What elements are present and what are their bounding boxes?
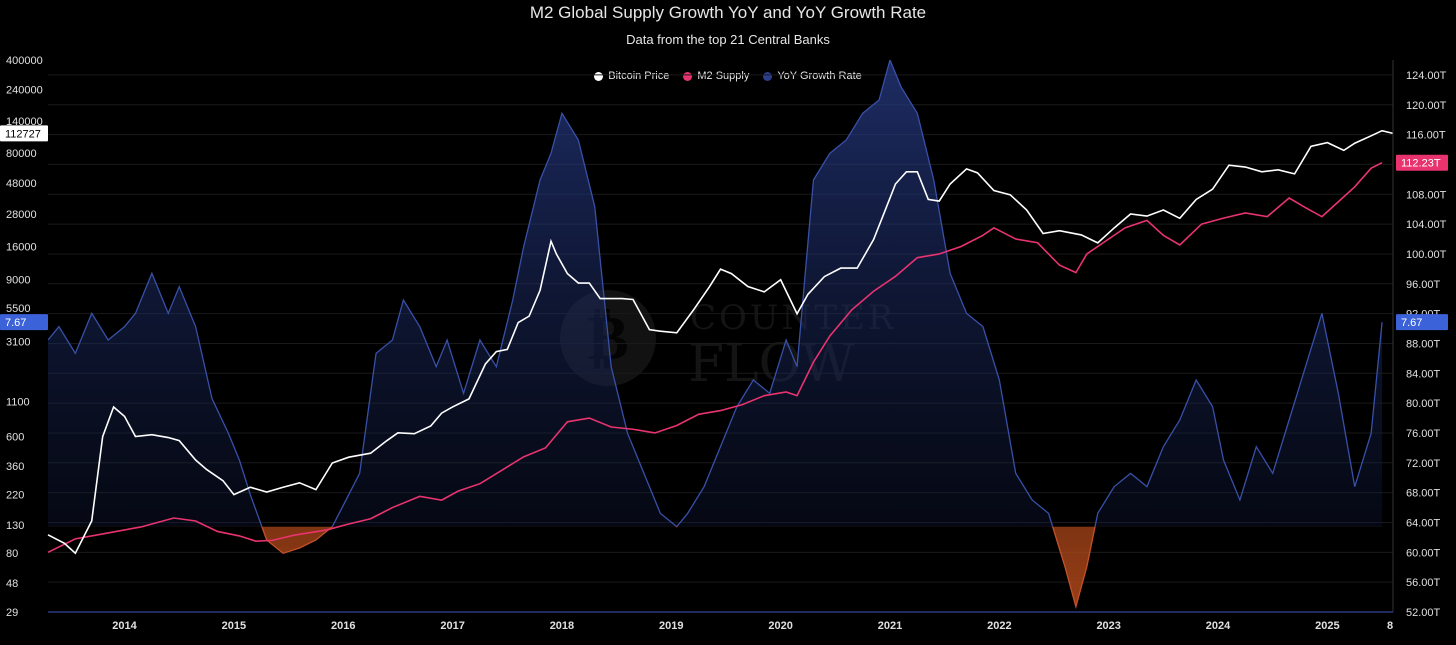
m2-supply-line[interactable] <box>47 162 1383 554</box>
y-left-tick-label: 360 <box>6 461 24 473</box>
x-tick-label: 2019 <box>659 620 683 632</box>
y-right-tick-label: 64.00T <box>1406 517 1441 529</box>
y-left-bitcoin-label-bg <box>0 125 48 142</box>
y-left-yoy-label-text: 7.67 <box>5 317 26 329</box>
legend-label-bitcoin: Bitcoin Price <box>608 70 670 82</box>
y-left-tick-label: 140000 <box>6 116 43 128</box>
y-left-tick-label: 28000 <box>6 209 37 221</box>
m2-series <box>47 162 1383 554</box>
x-tick-label: 2015 <box>222 620 246 632</box>
grid-lines <box>48 74 1393 613</box>
axes: 124.00T120.00T116.00T112.00T108.00T104.0… <box>0 55 1448 632</box>
y-left-tick-label: 5500 <box>6 303 30 315</box>
y-left-tick-label: 16000 <box>6 241 37 253</box>
y-left-tick-label: 3100 <box>6 336 30 348</box>
y-left-tick-label: 240000 <box>6 85 43 97</box>
x-tick-label: 2020 <box>768 620 792 632</box>
y-right-yoy-label-text: 7.67 <box>1401 317 1422 329</box>
y-right-tick-label: 68.00T <box>1406 488 1441 500</box>
y-left-tick-label: 80000 <box>6 148 37 160</box>
y-right-tick-label: 116.00T <box>1406 130 1446 142</box>
bitcoin-series <box>47 129 1394 555</box>
yoy-line-positive[interactable] <box>48 60 1383 607</box>
legend-label-yoy: YoY Growth Rate <box>777 70 862 82</box>
y-right-tick-label: 76.00T <box>1406 428 1441 440</box>
chart-title: M2 Global Supply Growth YoY and YoY Grow… <box>529 3 927 22</box>
y-right-tick-label: 104.00T <box>1406 219 1447 231</box>
y-left-tick-label: 600 <box>6 432 24 444</box>
y-left-bitcoin-label-text: 112727 <box>5 128 41 140</box>
y-right-yoy-label-bg <box>1396 314 1448 331</box>
x-tick-label: 2016 <box>331 620 355 632</box>
y-left-tick-label: 220 <box>6 490 24 502</box>
y-right-tick-label: 56.00T <box>1406 577 1441 589</box>
y-left-tick-label: 400000 <box>6 55 43 67</box>
legend-item-m2[interactable]: M2 Supply <box>683 70 749 82</box>
x-tick-label: 2025 <box>1315 620 1339 632</box>
x-tick-label: 2023 <box>1096 620 1120 632</box>
y-right-tick-label: 72.00T <box>1406 458 1441 470</box>
legend-label-m2: M2 Supply <box>697 70 750 82</box>
y-left-tick-label: 80 <box>6 548 18 560</box>
chart-legend: Bitcoin Price M2 Supply YoY Growth Rate <box>0 70 1456 82</box>
y-left-yoy-label-bg <box>0 314 48 331</box>
y-right-tick-label: 80.00T <box>1406 398 1441 410</box>
y-right-tick-label: 52.00T <box>1406 607 1441 619</box>
legend-item-yoy[interactable]: YoY Growth Rate <box>763 70 862 82</box>
y-right-tick-label: 100.00T <box>1406 249 1447 261</box>
y-left-tick-label: 48000 <box>6 178 37 190</box>
y-right-tick-label: 84.00T <box>1406 368 1441 380</box>
y-right-m2-label-bg <box>1396 154 1448 171</box>
y-left-tick-label: 29 <box>6 607 18 619</box>
x-tick-label: 2014 <box>112 620 137 632</box>
legend-marker-bitcoin <box>594 71 604 81</box>
yoy-series <box>48 60 1383 610</box>
x-tick-label: 2021 <box>878 620 902 632</box>
chart-subtitle: Data from the top 21 Central Banks <box>626 32 830 47</box>
bitcoin-price-line[interactable] <box>47 129 1394 555</box>
x-tick-label: 2024 <box>1206 620 1231 632</box>
y-left-tick-label: 48 <box>6 578 18 590</box>
y-right-tick-label: 124.00T <box>1406 70 1447 82</box>
y-right-tick-label: 120.00T <box>1406 100 1447 112</box>
legend-marker-m2 <box>683 71 693 81</box>
y-right-tick-label: 88.00T <box>1406 338 1441 350</box>
y-left-tick-label: 9000 <box>6 275 30 287</box>
yoy-area-positive <box>48 60 1383 527</box>
x-tick-label: 8 <box>1387 620 1393 632</box>
legend-marker-yoy <box>763 71 773 81</box>
y-left-tick-label: 1100 <box>6 396 30 408</box>
y-right-tick-label: 60.00T <box>1406 547 1441 559</box>
x-tick-label: 2018 <box>550 620 574 632</box>
y-left-tick-label: 130 <box>6 520 24 532</box>
x-tick-label: 2022 <box>987 620 1011 632</box>
x-tick-label: 2017 <box>440 620 464 632</box>
y-right-tick-label: 108.00T <box>1406 189 1447 201</box>
y-right-tick-label: 96.00T <box>1406 279 1441 291</box>
legend-item-bitcoin[interactable]: Bitcoin Price <box>594 70 669 82</box>
y-right-m2-label-text: 112.23T <box>1401 158 1441 170</box>
